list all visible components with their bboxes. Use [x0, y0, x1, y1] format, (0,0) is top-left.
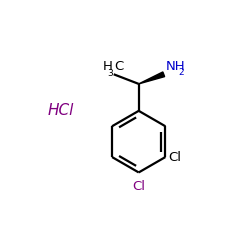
Text: Cl: Cl	[168, 150, 181, 164]
Polygon shape	[139, 72, 165, 84]
Text: 2: 2	[178, 68, 184, 77]
Text: C: C	[115, 60, 124, 73]
Text: H: H	[103, 60, 113, 73]
Text: NH: NH	[166, 60, 186, 73]
Text: HCl: HCl	[48, 103, 74, 118]
Text: Cl: Cl	[132, 180, 145, 193]
Text: 3: 3	[107, 69, 113, 78]
